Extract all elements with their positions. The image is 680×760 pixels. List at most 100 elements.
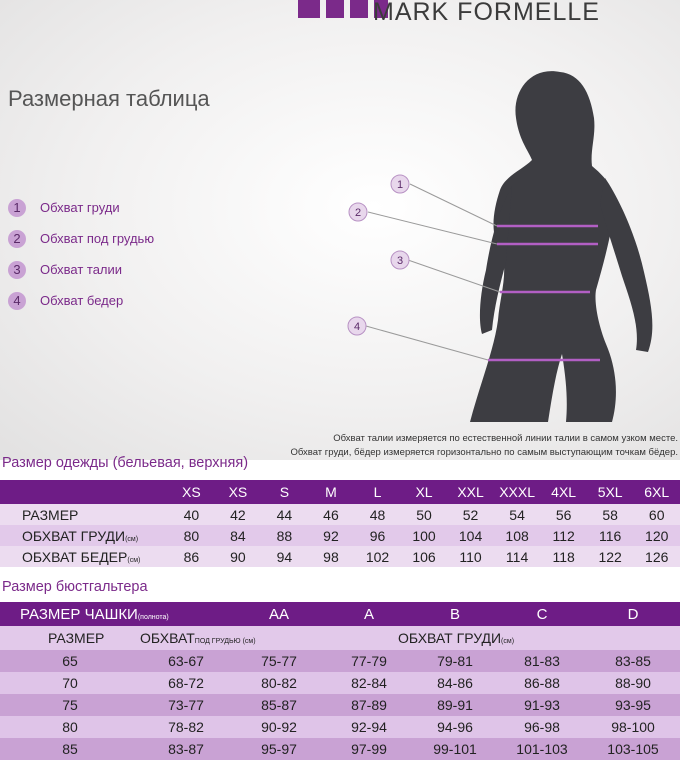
table-cell: 50 (400, 504, 448, 525)
table-cell: 80-82 (232, 672, 326, 694)
table-cell: 102 (354, 546, 401, 567)
table-cell: 108 (493, 525, 541, 546)
table-cell: 65 (0, 650, 140, 672)
table-cell: 116 (586, 525, 634, 546)
table-cell: 118 (540, 546, 587, 567)
table-cell: 87-89 (326, 694, 412, 716)
row-label: РАЗМЕР (0, 504, 169, 525)
table-header-cell: C (498, 602, 586, 626)
table-row: 85 83-87 95-97 97-99 99-101 101-103 103-… (0, 738, 680, 760)
table-cell: 86 (168, 546, 215, 567)
table-cell: 96 (354, 525, 401, 546)
table-header-cell: XS (168, 480, 215, 504)
table-cell: 52 (447, 504, 494, 525)
table-cell: 104 (447, 525, 494, 546)
marker-label: 1 (397, 179, 403, 191)
underbust-header: ОБХВАТПОД ГРУДЬЮ (см) (140, 626, 256, 650)
table-header-cell: XS (214, 480, 262, 504)
bra-section-title: Размер бюстгальтера (2, 579, 148, 595)
table-cell: 97-99 (326, 738, 412, 760)
table-cell: 126 (633, 546, 680, 567)
table-header-cell: B (412, 602, 498, 626)
legend-label: Обхват талии (40, 262, 123, 277)
table-cell: 103-105 (586, 738, 680, 760)
table-cell: 44 (261, 504, 308, 525)
table-cell: 90-92 (232, 716, 326, 738)
table-cell: 83-85 (586, 650, 680, 672)
clothing-size-table: XS XS S M L XL XXL XXXL 4XL 5XL 6XL РАЗМ… (0, 480, 680, 567)
measurement-legend: 1 Обхват груди 2 Обхват под грудью 3 Обх… (8, 192, 154, 316)
bust-header: ОБХВАТ ГРУДИ(см) (232, 626, 680, 650)
marker-1-icon (390, 174, 410, 194)
bra-size-table: РАЗМЕР ЧАШКИ(полнота) AA A B C D РАЗМЕР … (0, 602, 680, 760)
table-header-cell: 5XL (586, 480, 634, 504)
table-header-cell: 6XL (633, 480, 680, 504)
table-cell: 91-93 (498, 694, 586, 716)
number-badge: 3 (8, 260, 26, 279)
table-cell: 79-81 (412, 650, 498, 672)
table-cell: 46 (307, 504, 355, 525)
table-cell: 82-84 (326, 672, 412, 694)
table-cell: 89-91 (412, 694, 498, 716)
table-header-cell: D (586, 602, 680, 626)
bust-hip-note: Обхват груди, бёдер измеряется горизонта… (290, 447, 678, 458)
waist-note: Обхват талии измеряется по естественной … (333, 433, 678, 444)
number-badge: 2 (8, 229, 26, 248)
row-label: ОБХВАТ БЕДЕР(см) (0, 546, 169, 567)
table-cell: 42 (214, 504, 262, 525)
table-row: 75 73-77 85-87 87-89 89-91 91-93 93-95 (0, 694, 680, 716)
table-cell: 56 (540, 504, 587, 525)
table-cell: 75-77 (232, 650, 326, 672)
legend-item: 3 Обхват талии (8, 254, 154, 285)
table-cell: 94-96 (412, 716, 498, 738)
brand-logo-squares (298, 0, 388, 18)
table-cell: 70 (0, 672, 140, 694)
table-cell: 93-95 (586, 694, 680, 716)
table-cell: 54 (493, 504, 541, 525)
table-subheader-row: РАЗМЕР ОБХВАТПОД ГРУДЬЮ (см) ОБХВАТ ГРУД… (0, 626, 680, 650)
table-cell: 92 (307, 525, 355, 546)
table-header-cell: XXXL (493, 480, 541, 504)
table-header-cell (0, 480, 169, 504)
table-cell: 122 (586, 546, 634, 567)
table-cell: 120 (633, 525, 680, 546)
cup-size-label: РАЗМЕР ЧАШКИ(полнота) (0, 602, 232, 626)
marker-3-icon (390, 250, 410, 270)
silhouette (470, 71, 653, 422)
legend-item: 1 Обхват груди (8, 192, 154, 223)
legend-label: Обхват под грудью (40, 231, 155, 246)
size-header: РАЗМЕР (0, 626, 140, 650)
legend-label: Обхват груди (40, 200, 120, 215)
marker-label: 3 (397, 255, 403, 267)
page-title: Размерная таблица (8, 86, 210, 111)
table-cell: 40 (168, 504, 215, 525)
table-header-row: РАЗМЕР ЧАШКИ(полнота) AA A B C D (0, 602, 680, 626)
table-cell: 85 (0, 738, 140, 760)
table-cell: 68-72 (140, 672, 232, 694)
table-header-cell: L (354, 480, 401, 504)
table-cell: 96-98 (498, 716, 586, 738)
table-cell: 94 (261, 546, 308, 567)
table-cell: 88-90 (586, 672, 680, 694)
table-row: ОБХВАТ БЕДЕР(см) 86 90 94 98 102 106 110… (0, 546, 680, 567)
body-silhouette-figure: 1 2 3 4 (347, 71, 653, 422)
table-row: 65 63-67 75-77 77-79 79-81 81-83 83-85 (0, 650, 680, 672)
table-cell: 58 (586, 504, 634, 525)
table-cell: 92-94 (326, 716, 412, 738)
table-cell: 80 (168, 525, 215, 546)
table-header-cell: 4XL (540, 480, 587, 504)
table-cell: 77-79 (326, 650, 412, 672)
table-cell: 100 (400, 525, 448, 546)
table-cell: 63-67 (140, 650, 232, 672)
brand-logo: MARK FORMELLE (373, 0, 600, 26)
table-cell: 60 (633, 504, 680, 525)
table-cell: 99-101 (412, 738, 498, 760)
table-header-cell: XL (400, 480, 448, 504)
table-cell: 90 (214, 546, 262, 567)
table-cell: 80 (0, 716, 140, 738)
table-cell: 84 (214, 525, 262, 546)
table-row: РАЗМЕР 40 42 44 46 48 50 52 54 56 58 60 (0, 504, 680, 525)
table-header-cell: XXL (447, 480, 494, 504)
table-header-row: XS XS S M L XL XXL XXXL 4XL 5XL 6XL (0, 480, 680, 504)
table-header-cell: AA (232, 602, 326, 626)
